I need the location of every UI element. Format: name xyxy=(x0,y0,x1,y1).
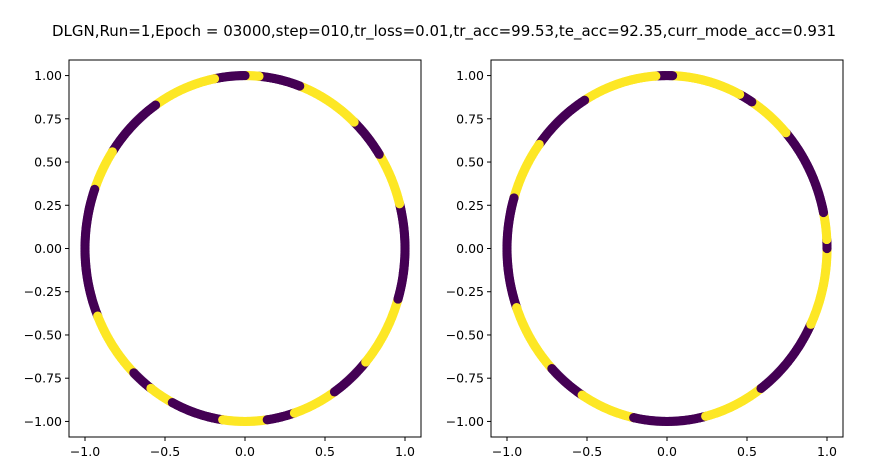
y-tick-label: 0.25 xyxy=(456,198,484,213)
x-tick-label: 1.0 xyxy=(395,444,415,459)
y-tick-label: −0.25 xyxy=(24,284,62,299)
y-tick-label: −0.25 xyxy=(446,284,484,299)
x-tick-label: 0.0 xyxy=(235,444,255,459)
x-tick-label: 0.0 xyxy=(657,444,677,459)
y-tick-label: 0.00 xyxy=(456,241,484,256)
y-tick-label: 0.50 xyxy=(34,155,62,170)
x-tick-label: −1.0 xyxy=(70,444,100,459)
x-tick-label: −0.5 xyxy=(150,444,180,459)
scatter-point xyxy=(818,279,829,290)
right-scatter-plot: −1.0 −0.5 0.0 0.5 1.0 −1.00 −0.75 −0.50 −0.25 0.0… xyxy=(446,59,844,459)
y-tick-label: −1.00 xyxy=(446,414,484,429)
scatter-points xyxy=(80,70,410,427)
y-tick-label: 0.75 xyxy=(34,111,62,126)
x-tick-label: −1.0 xyxy=(492,444,522,459)
y-tick-label: −0.50 xyxy=(446,327,484,342)
figure-suptitle: DLGN,Run=1,Epoch = 03000,step=010,tr_los… xyxy=(52,22,836,41)
x-tick-label: −0.5 xyxy=(572,444,602,459)
x-tick-label: 0.5 xyxy=(737,444,757,459)
left-scatter-plot: −1.0 −0.5 0.0 0.5 1.0 −1.00 −0.75 −0.50 −0.25 0.0… xyxy=(24,59,422,459)
y-tick-label: −0.50 xyxy=(24,327,62,342)
y-tick-label: 0.50 xyxy=(456,155,484,170)
y-tick-label: 0.00 xyxy=(34,241,62,256)
scatter-point xyxy=(398,267,409,278)
y-tick-label: 1.00 xyxy=(34,68,62,83)
x-tick-label: 1.0 xyxy=(817,444,837,459)
y-tick-label: 1.00 xyxy=(456,68,484,83)
x-tick-label: 0.5 xyxy=(315,444,335,459)
y-tick-label: 0.25 xyxy=(34,198,62,213)
scatter-points xyxy=(502,70,832,427)
y-tick-label: −0.75 xyxy=(446,371,484,386)
y-tick-label: −1.00 xyxy=(24,414,62,429)
y-tick-label: −0.75 xyxy=(24,371,62,386)
y-tick-label: 0.75 xyxy=(456,111,484,126)
